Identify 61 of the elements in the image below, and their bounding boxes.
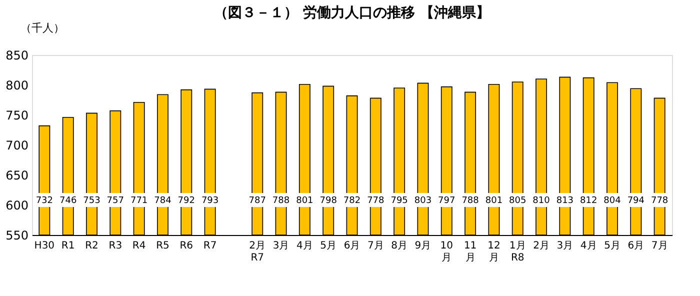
y-tick-label: 550 bbox=[6, 228, 28, 242]
x-tick-label: 7月 bbox=[367, 240, 384, 252]
data-label: 805 bbox=[509, 196, 526, 206]
data-label: 794 bbox=[627, 196, 645, 206]
x-tick-label: 6月 bbox=[628, 240, 644, 252]
data-label: 810 bbox=[532, 196, 550, 206]
data-label: 732 bbox=[36, 196, 54, 206]
data-label: 778 bbox=[367, 196, 385, 206]
x-tick-label: R5 bbox=[156, 240, 170, 252]
data-label: 798 bbox=[320, 196, 338, 206]
x-tick-label: 9月 bbox=[414, 240, 432, 252]
x-tick-label: 11 月 bbox=[464, 240, 477, 264]
x-tick-label: 3月 bbox=[272, 240, 290, 252]
x-tick-label: 5月 bbox=[320, 240, 337, 252]
data-label: 804 bbox=[604, 196, 622, 206]
data-label: 753 bbox=[83, 196, 100, 206]
data-label: 757 bbox=[106, 196, 124, 206]
x-tick-label: 6月 bbox=[344, 240, 360, 252]
x-tick-label: 4月 bbox=[580, 240, 597, 252]
y-tick-label: 600 bbox=[6, 198, 28, 212]
x-tick-label: R3 bbox=[108, 240, 122, 252]
y-tick-label: 700 bbox=[6, 138, 28, 152]
y-tick-label: 800 bbox=[6, 78, 28, 92]
data-label: 793 bbox=[201, 196, 219, 206]
x-tick-label: 8月 bbox=[391, 240, 408, 252]
data-label: 788 bbox=[462, 196, 480, 206]
data-label: 801 bbox=[485, 196, 503, 206]
data-label: 792 bbox=[178, 196, 195, 206]
data-label: 787 bbox=[248, 196, 266, 206]
data-label: 778 bbox=[650, 196, 668, 206]
chart-title: （図３－１） 労働力人口の推移 【沖縄県】 bbox=[214, 5, 490, 21]
data-label: 784 bbox=[154, 196, 172, 206]
y-tick-label: 750 bbox=[6, 108, 28, 122]
x-tick-label: R1 bbox=[61, 240, 75, 252]
data-label: 746 bbox=[59, 196, 77, 206]
data-label: 771 bbox=[130, 196, 148, 206]
data-label: 788 bbox=[272, 196, 290, 206]
data-label: 812 bbox=[580, 196, 598, 206]
data-label: 797 bbox=[438, 196, 456, 206]
y-tick-label: 850 bbox=[6, 48, 28, 62]
x-tick-label: R6 bbox=[180, 240, 194, 252]
x-tick-label: 1月 R8 bbox=[509, 240, 526, 264]
data-label: 795 bbox=[390, 196, 408, 206]
x-tick-label: R2 bbox=[85, 240, 98, 252]
x-tick-label: 12 月 bbox=[488, 240, 500, 264]
y-tick-label: 650 bbox=[6, 168, 28, 182]
x-tick-label: 5月 bbox=[604, 240, 620, 252]
x-tick-label: 2月 bbox=[533, 240, 550, 252]
x-tick-label: H30 bbox=[34, 240, 55, 252]
x-tick-label: 10 月 bbox=[440, 240, 454, 264]
y-axis-title: （千人） bbox=[20, 22, 64, 34]
x-tick-label: 2月 R7 bbox=[249, 240, 266, 264]
x-tick-label: R4 bbox=[132, 240, 146, 252]
x-tick-label: R7 bbox=[203, 240, 217, 252]
x-tick-label: 4月 bbox=[296, 240, 313, 252]
data-label: 782 bbox=[343, 196, 361, 206]
data-label: 803 bbox=[414, 196, 432, 206]
x-tick-label: 3月 bbox=[556, 240, 574, 252]
data-label: 813 bbox=[556, 196, 574, 206]
data-label: 801 bbox=[296, 196, 314, 206]
x-tick-label: 7月 bbox=[651, 240, 668, 252]
